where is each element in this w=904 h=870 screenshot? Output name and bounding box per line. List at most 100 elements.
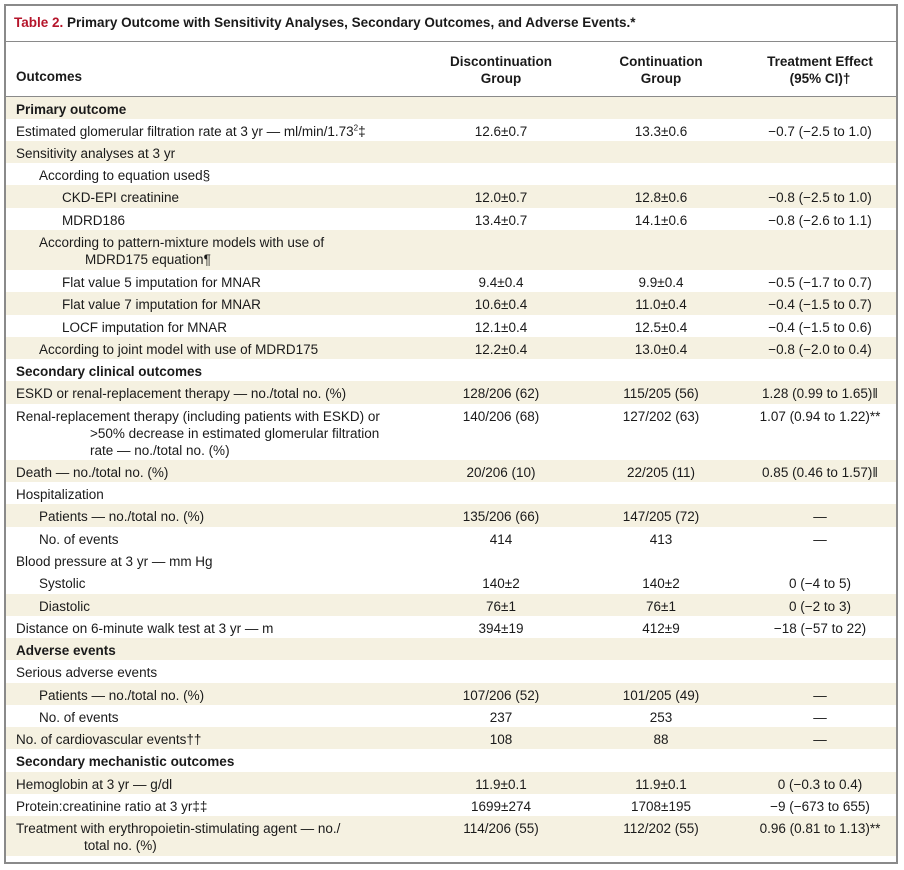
row-label-text: ‡ — [358, 124, 366, 139]
table-row: Flat value 7 imputation for MNAR 10.6±0.… — [6, 292, 896, 315]
row-label-text: MDRD175 equation¶ — [85, 252, 211, 267]
row-label-text: According to equation used§ — [39, 168, 211, 183]
table-row: Hemoglobin at 3 yr — g/dl 11.9±0.1 11.9±0… — [6, 772, 896, 794]
table-row: Treatment with erythropoietin-stimulatin… — [6, 816, 896, 856]
section-secondary-clinical: Secondary clinical outcomes — [6, 359, 896, 381]
row-label-text: Treatment with erythropoietin-stimulatin… — [16, 821, 341, 836]
cell-continuation: 88 — [653, 732, 669, 747]
cell-continuation: 412±9 — [642, 621, 680, 636]
cell-discontinuation: 12.1±0.4 — [474, 320, 528, 335]
row-label-text: Sensitivity analyses at 3 yr — [16, 146, 176, 161]
cell-continuation: 13.3±0.6 — [634, 124, 688, 139]
row-label-text: Secondary clinical outcomes — [16, 364, 203, 379]
row-label-text: rate — no./total no. (%) — [90, 443, 230, 458]
cell-continuation: 253 — [649, 710, 673, 725]
row-label-text: Flat value 7 imputation for MNAR — [62, 297, 261, 312]
row-label: Estimated glomerular filtration rate at … — [16, 123, 366, 140]
row-label-text: MDRD186 — [62, 213, 126, 228]
table-row: According to pattern-mixture models with… — [6, 230, 896, 270]
cell-discontinuation: 128/206 (62) — [462, 386, 540, 401]
row-label-text: Renal-replacement therapy (including pat… — [16, 409, 380, 424]
cell-treatment-effect: −0.8 (−2.6 to 1.1) — [768, 213, 872, 228]
cell-treatment-effect: 0 (−4 to 5) — [789, 576, 851, 591]
cell-discontinuation: 237 — [489, 710, 513, 725]
cell-continuation: 147/205 (72) — [622, 509, 700, 524]
cell-discontinuation: 11.9±0.1 — [475, 777, 527, 792]
title-divider — [6, 41, 896, 42]
table-row: Distance on 6-minute walk test at 3 yr —… — [6, 616, 896, 638]
section-secondary-mechanistic: Secondary mechanistic outcomes — [6, 749, 896, 772]
cell-discontinuation: 1699±274 — [471, 799, 531, 814]
row-label-text: Estimated glomerular filtration rate at … — [16, 124, 354, 139]
row-label-text: Distance on 6-minute walk test at 3 yr —… — [16, 621, 274, 636]
table-row: No. of cardiovascular events†† 108 88 — — [6, 727, 896, 749]
table-row: Renal-replacement therapy (including pat… — [6, 404, 896, 460]
section-primary-outcome: Primary outcome — [6, 97, 896, 119]
cell-continuation: 413 — [649, 532, 673, 547]
cell-continuation: 101/205 (49) — [622, 688, 700, 703]
row-label-text: Secondary mechanistic outcomes — [16, 754, 235, 769]
table-row: No. of events 414 413 — — [6, 527, 896, 549]
cell-discontinuation: 114/206 (55) — [463, 821, 539, 836]
cell-treatment-effect: −9 (−673 to 655) — [770, 799, 870, 814]
table-row: Hospitalization — [6, 482, 896, 504]
row-label-text: Death — no./total no. (%) — [16, 465, 169, 480]
table-row: According to equation used§ — [6, 163, 896, 185]
cell-continuation: 9.9±0.4 — [638, 275, 684, 290]
cell-treatment-effect: 0.96 (0.81 to 1.13)** — [759, 821, 881, 836]
cell-continuation: 112/202 (55) — [623, 821, 699, 836]
table-title-text: Primary Outcome with Sensitivity Analyse… — [67, 15, 636, 30]
header-continuation: Continuation Group — [619, 54, 703, 86]
row-label-text: No. of cardiovascular events†† — [16, 732, 202, 747]
row-label-text: Patients — no./total no. (%) — [39, 688, 205, 703]
table-row: Sensitivity analyses at 3 yr — [6, 141, 896, 163]
section-adverse-events: Adverse events — [6, 638, 896, 660]
table-row: No. of events 237 253 — — [6, 705, 896, 727]
cell-treatment-effect: — — [813, 509, 827, 524]
row-label-text: Serious adverse events — [16, 665, 158, 680]
cell-treatment-effect: 1.28 (0.99 to 1.65)‖ — [762, 386, 878, 401]
cell-continuation: 140±2 — [642, 576, 680, 591]
table-number: Table 2. — [14, 15, 64, 30]
row-label-text: Adverse events — [16, 643, 116, 658]
row-label-text: Blood pressure at 3 yr — mm Hg — [16, 554, 213, 569]
table-row: Serious adverse events — [6, 660, 896, 683]
cell-continuation: 13.0±0.4 — [634, 342, 688, 357]
table-row: Patients — no./total no. (%) 107/206 (52… — [6, 683, 896, 705]
cell-treatment-effect: — — [813, 732, 827, 747]
table-row: Flat value 5 imputation for MNAR 9.4±0.4… — [6, 270, 896, 292]
cell-discontinuation: 12.2±0.4 — [474, 342, 528, 357]
cell-discontinuation: 414 — [489, 532, 513, 547]
cell-continuation: 76±1 — [646, 599, 676, 614]
cell-discontinuation: 140/206 (68) — [462, 409, 540, 424]
table-row: Diastolic 76±1 76±1 0 (−2 to 3) — [6, 594, 896, 616]
table-row: Protein:creatinine ratio at 3 yr‡‡ 1699±… — [6, 794, 896, 816]
cell-discontinuation: 107/206 (52) — [462, 688, 540, 703]
cell-treatment-effect: — — [813, 710, 827, 725]
row-label-text: ESKD or renal-replacement therapy — no./… — [16, 386, 347, 401]
row-label-text: 2 — [353, 123, 359, 133]
table-title: Table 2. Primary Outcome with Sensitivit… — [14, 15, 636, 30]
cell-continuation: 115/205 (56) — [623, 386, 699, 401]
row-label-text: Hospitalization — [16, 487, 104, 502]
cell-continuation: 14.1±0.6 — [634, 213, 688, 228]
row-label-text: No. of events — [39, 710, 119, 725]
header-outcomes: Outcomes — [16, 69, 83, 84]
row-label-text: Diastolic — [39, 599, 91, 614]
row-label-text: Protein:creatinine ratio at 3 yr‡‡ — [16, 799, 208, 814]
table-row: MDRD186 13.4±0.7 14.1±0.6 −0.8 (−2.6 to 1.… — [6, 208, 896, 230]
table-body: Primary outcome Estimated glomerular fil… — [6, 97, 896, 856]
table-row: Death — no./total no. (%) 20/206 (10) 22/… — [6, 460, 896, 482]
cell-treatment-effect: −0.7 (−2.5 to 1.0) — [768, 124, 872, 139]
header-discontinuation: Discontinuation Group — [450, 54, 552, 86]
cell-treatment-effect: −0.4 (−1.5 to 0.6) — [768, 320, 872, 335]
cell-continuation: 12.5±0.4 — [634, 320, 688, 335]
cell-discontinuation: 9.4±0.4 — [478, 275, 524, 290]
cell-continuation: 11.0±0.4 — [635, 297, 687, 312]
cell-treatment-effect: 0 (−0.3 to 0.4) — [777, 777, 863, 792]
row-label-text: Flat value 5 imputation for MNAR — [62, 275, 261, 290]
cell-treatment-effect: 0.85 (0.46 to 1.57)‖ — [762, 465, 878, 480]
cell-treatment-effect: −18 (−57 to 22) — [773, 621, 867, 636]
cell-treatment-effect: — — [813, 532, 827, 547]
table-frame: Table 2. Primary Outcome with Sensitivit… — [4, 4, 898, 864]
